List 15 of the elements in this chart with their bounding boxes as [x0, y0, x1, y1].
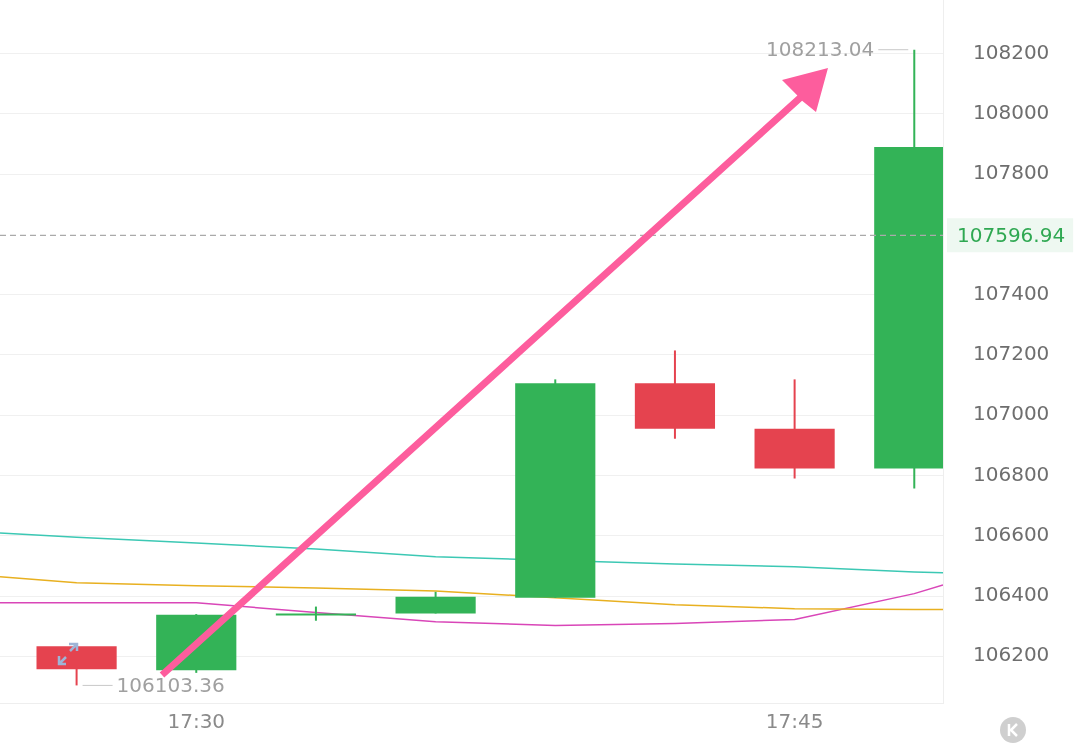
ref-line-label: 107596.94: [957, 222, 1066, 247]
y-tick-label: 107200: [973, 341, 1050, 366]
x-tick-label: 17:45: [765, 709, 824, 734]
annotation: 106103.36: [116, 672, 225, 697]
y-tick-label: 106400: [973, 582, 1050, 607]
x-tick-label: 17:30: [167, 709, 226, 734]
y-tick-label: 106600: [973, 521, 1050, 546]
y-tick-label: 107800: [973, 160, 1050, 185]
y-tick-label: 107000: [973, 401, 1050, 426]
y-tick-label: 106800: [973, 461, 1050, 486]
y-tick-label: 108000: [973, 100, 1050, 125]
y-tick-label: 108200: [973, 39, 1050, 64]
y-tick-label: 107400: [973, 280, 1050, 305]
y-tick-label: 106200: [973, 642, 1050, 667]
annotation: 108213.04: [766, 36, 875, 61]
